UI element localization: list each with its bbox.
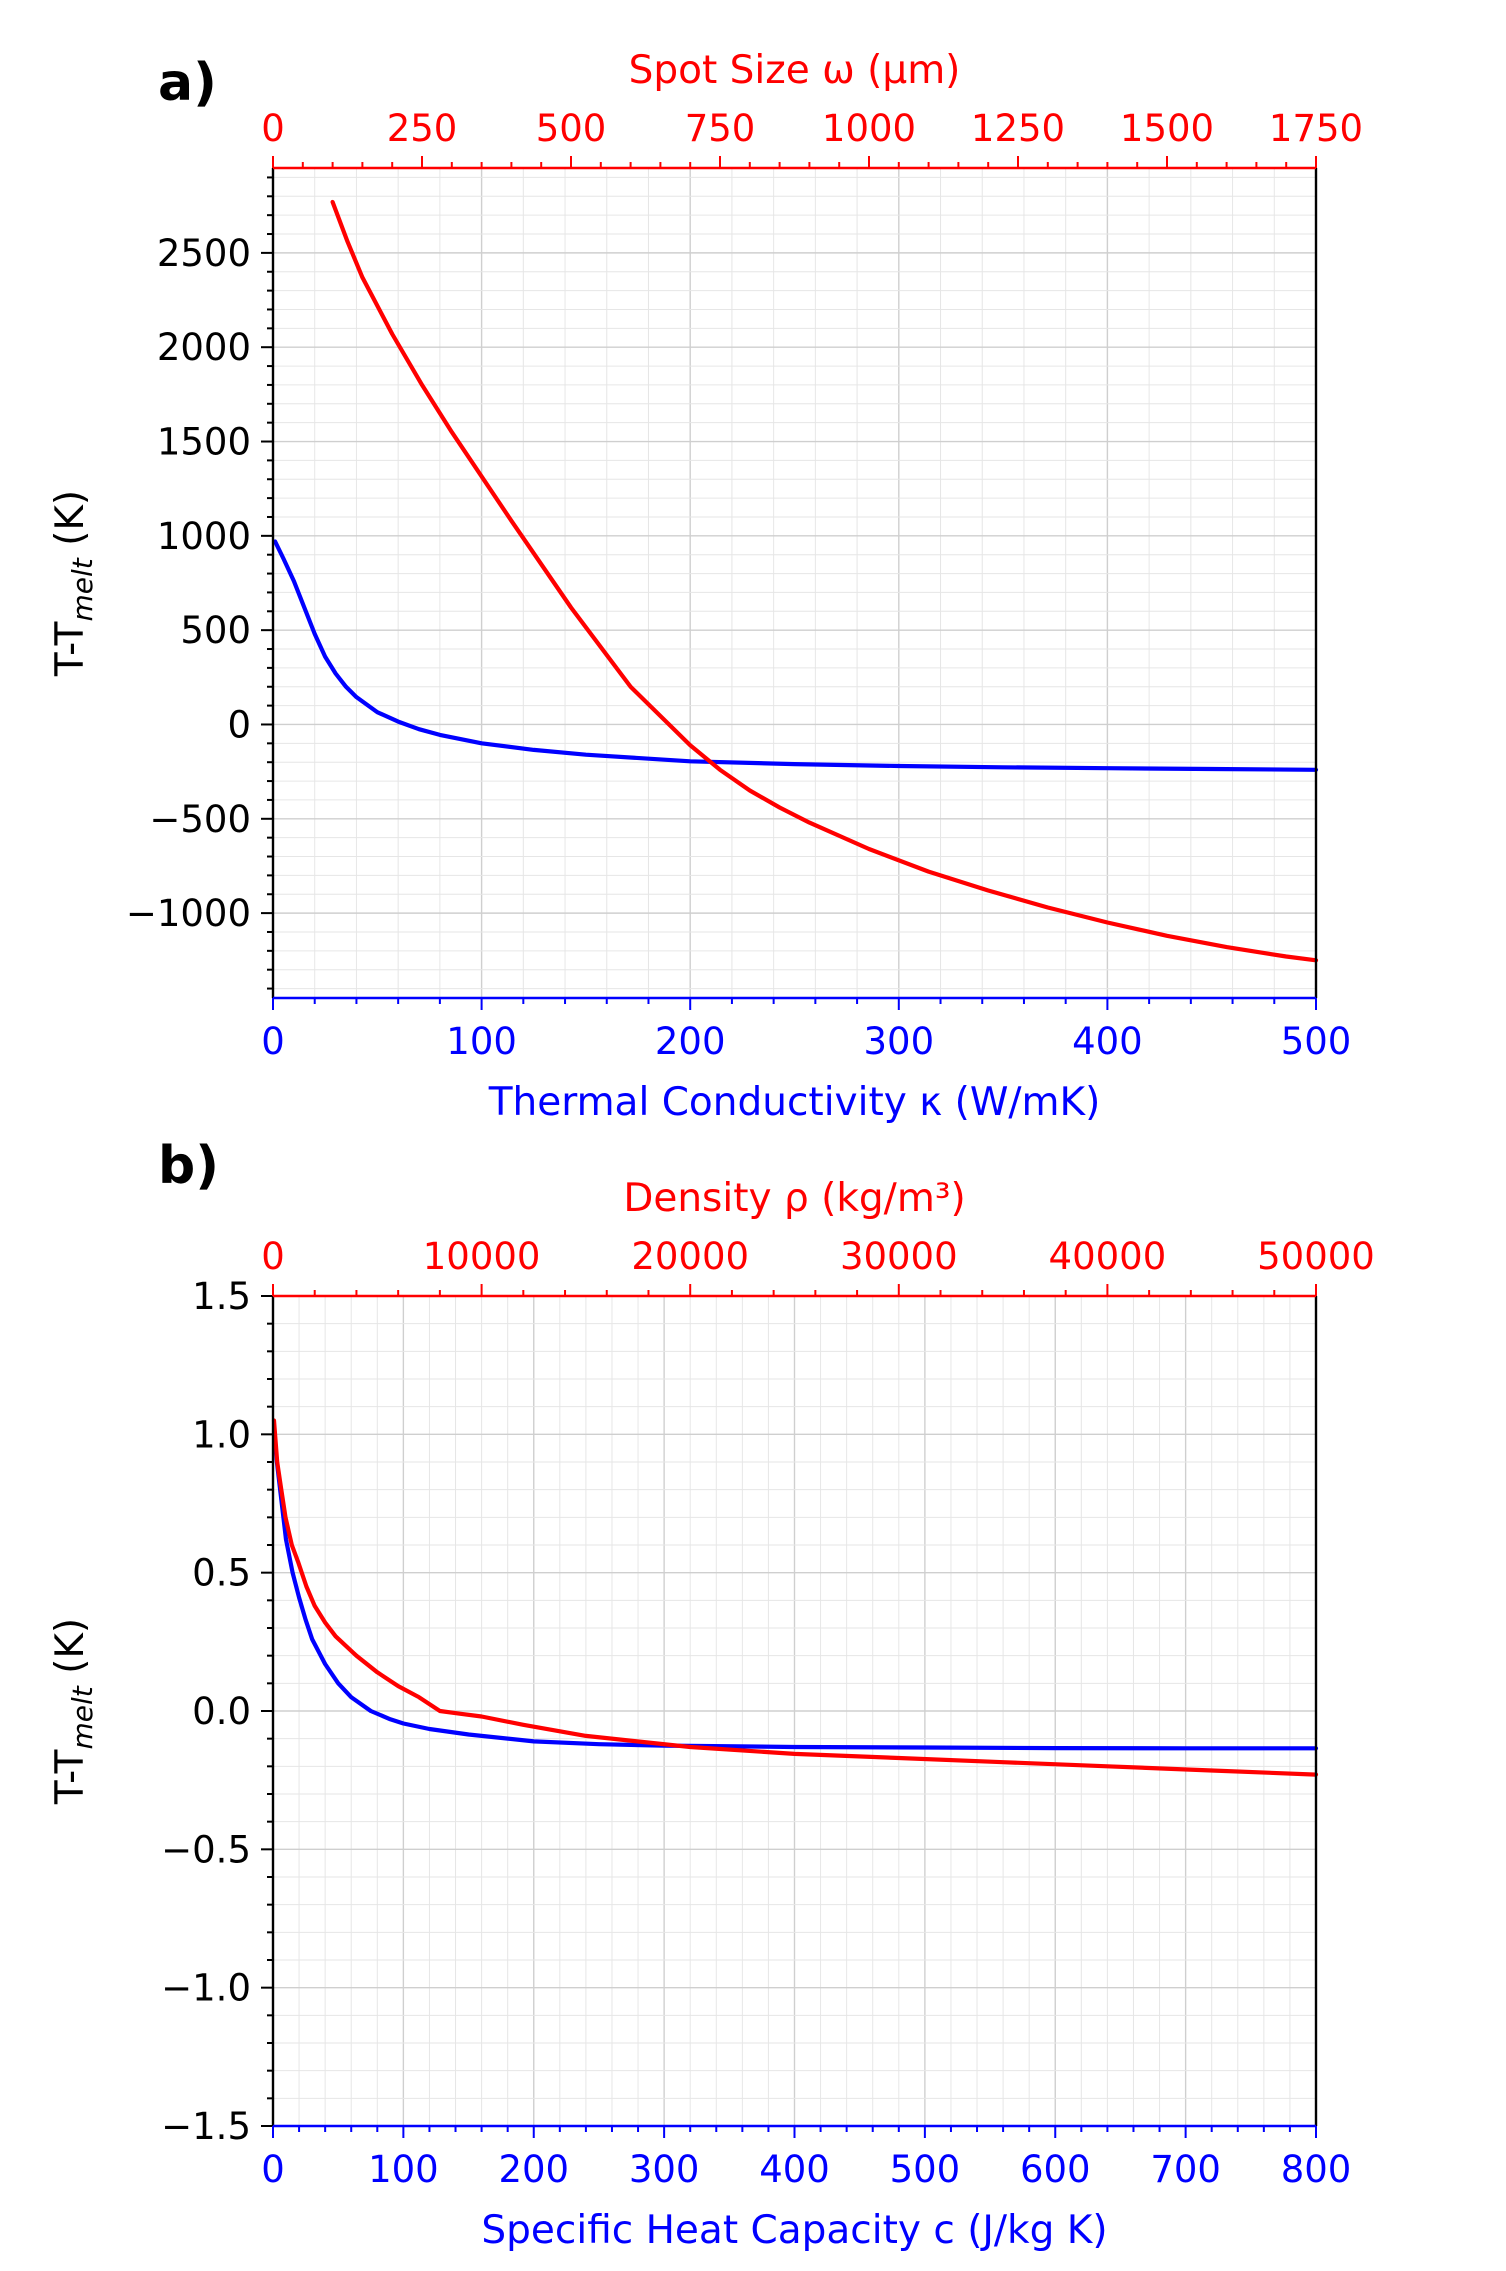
grid [272,1295,1317,2127]
x-bottom-tick-label: 600 [1020,2148,1091,2191]
y-tick-label: 2500 [157,232,251,275]
y-tick-label: 2000 [157,326,251,369]
y-tick-label: 0.5 [192,1552,251,1595]
x-top-tick-label: 1000 [822,107,916,150]
y-axis-title: T-Tmelt (K) [48,490,99,677]
y-axis-title: T-Tmelt (K) [48,1618,99,1805]
y-tick-label: 1000 [157,515,251,558]
x-bottom-tick-label: 100 [446,1020,517,1063]
y-tick-label: 0.0 [192,1690,251,1733]
y-tick-label: −0.5 [161,1828,251,1871]
y-tick-label: 1500 [157,421,251,464]
y-tick-label: −1.5 [161,2105,251,2148]
x-top-tick-label: 40000 [1049,1235,1167,1278]
x-bottom-axis-title: Specific Heat Capacity c (J/kg K) [481,2208,1107,2253]
series-line-bottom [272,1432,1319,1751]
x-top-axis-title: Density ρ (kg/m³) [623,1176,965,1221]
x-top-tick-label: 500 [536,107,607,150]
x-bottom-tick-label: 400 [1072,1020,1143,1063]
x-bottom-tick-label: 200 [498,2148,569,2191]
x-bottom-tick-label: 700 [1150,2148,1221,2191]
panel-label: b) [158,1136,219,1196]
series-line-bottom [273,539,1319,772]
x-top-tick-label: 0 [261,107,285,150]
y-tick-label: −1000 [126,892,251,935]
y-tick-label: 500 [180,609,251,652]
y-tick-label: 0 [227,703,251,746]
series-line-top [271,1418,1319,1777]
x-bottom-tick-label: 500 [890,2148,961,2191]
x-top-tick-label: 1500 [1120,107,1214,150]
grid [272,168,1317,998]
x-top-axis-title: Spot Size ω (μm) [629,48,961,93]
x-bottom-tick-label: 0 [261,1020,285,1063]
x-top-tick-label: 50000 [1257,1235,1375,1278]
x-top-tick-label: 250 [387,107,458,150]
x-bottom-tick-label: 300 [629,2148,700,2191]
x-bottom-axis-title: Thermal Conductivity κ (W/mK) [488,1080,1101,1125]
x-top-tick-label: 1750 [1269,107,1363,150]
x-top-tick-label: 750 [685,107,756,150]
panel-label: a) [158,53,217,113]
x-top-tick-label: 10000 [423,1235,541,1278]
y-tick-label: 1.5 [192,1275,251,1318]
x-bottom-tick-label: 800 [1281,2148,1352,2191]
panel-b: 1.51.00.50.0−0.5−1.0−1.50 100 200 300 400 500… [48,1136,1375,2253]
x-top-tick-label: 30000 [840,1235,958,1278]
series-line-top [330,199,1319,963]
y-tick-label: −500 [149,798,251,841]
x-top-tick-label: 0 [261,1235,285,1278]
x-bottom-tick-label: 100 [368,2148,439,2191]
x-top-tick-label: 20000 [631,1235,749,1278]
x-bottom-tick-label: 200 [655,1020,726,1063]
x-bottom-tick-label: 400 [759,2148,830,2191]
x-top-tick-label: 1250 [971,107,1065,150]
x-bottom-tick-label: 0 [261,2148,285,2191]
y-tick-label: 1.0 [192,1413,251,1456]
x-bottom-tick-label: 300 [863,1020,934,1063]
x-bottom-tick-label: 500 [1281,1020,1352,1063]
y-tick-label: −1.0 [161,1967,251,2010]
